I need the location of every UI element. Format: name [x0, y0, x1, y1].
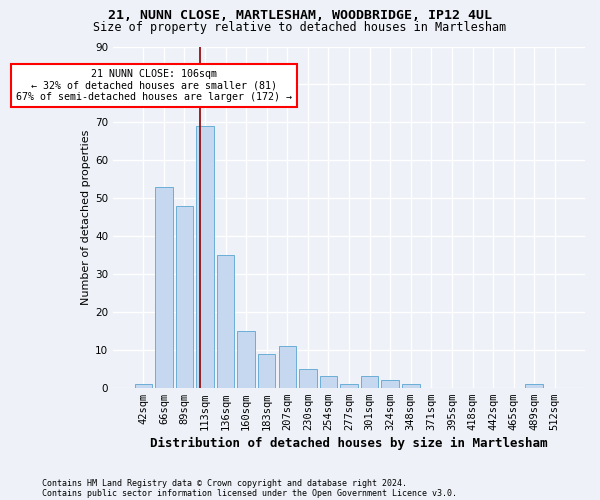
Text: Size of property relative to detached houses in Martlesham: Size of property relative to detached ho… — [94, 21, 506, 34]
Bar — [155, 186, 173, 388]
Bar — [196, 126, 214, 388]
Text: 21 NUNN CLOSE: 106sqm
← 32% of detached houses are smaller (81)
67% of semi-deta: 21 NUNN CLOSE: 106sqm ← 32% of detached … — [16, 69, 292, 102]
Bar — [134, 384, 152, 388]
Text: 21, NUNN CLOSE, MARTLESHAM, WOODBRIDGE, IP12 4UL: 21, NUNN CLOSE, MARTLESHAM, WOODBRIDGE, … — [108, 9, 492, 22]
Bar — [320, 376, 337, 388]
Bar — [361, 376, 379, 388]
Bar — [402, 384, 419, 388]
X-axis label: Distribution of detached houses by size in Martlesham: Distribution of detached houses by size … — [151, 437, 548, 450]
Text: Contains HM Land Registry data © Crown copyright and database right 2024.: Contains HM Land Registry data © Crown c… — [42, 478, 407, 488]
Bar — [238, 331, 255, 388]
Bar — [278, 346, 296, 388]
Text: Contains public sector information licensed under the Open Government Licence v3: Contains public sector information licen… — [42, 488, 457, 498]
Bar — [258, 354, 275, 388]
Bar — [217, 255, 235, 388]
Bar — [526, 384, 543, 388]
Bar — [299, 368, 317, 388]
Bar — [382, 380, 399, 388]
Y-axis label: Number of detached properties: Number of detached properties — [81, 130, 91, 304]
Bar — [176, 206, 193, 388]
Bar — [340, 384, 358, 388]
